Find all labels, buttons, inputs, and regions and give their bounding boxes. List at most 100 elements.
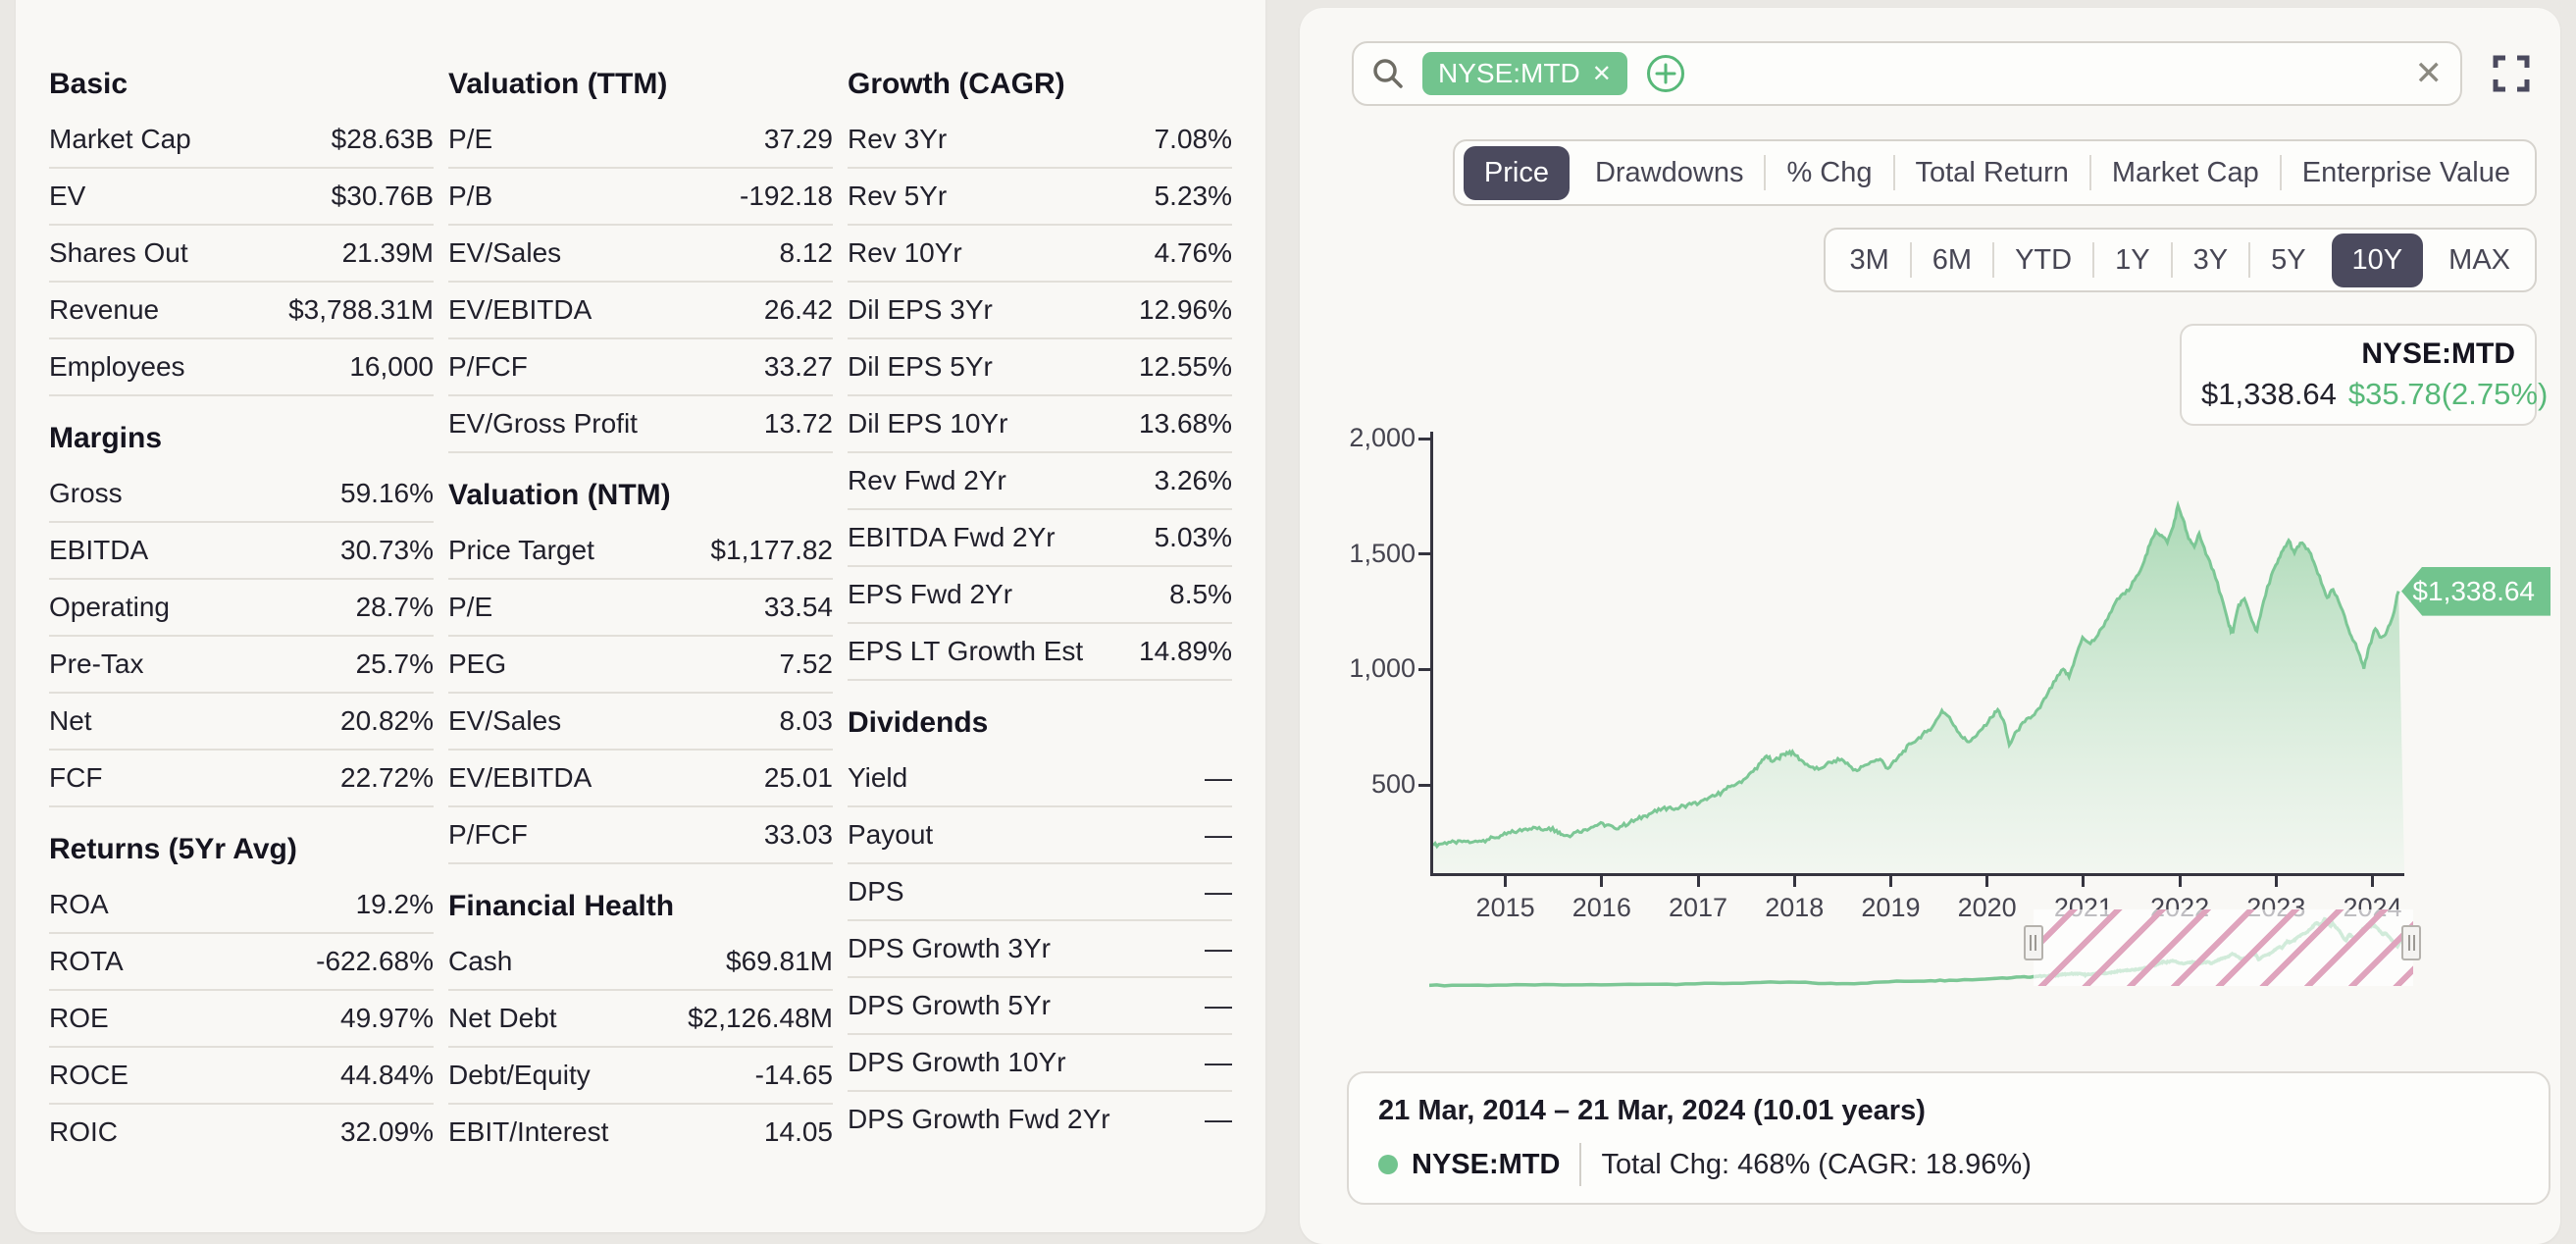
x-tick-label: 2020 bbox=[1957, 893, 2017, 922]
tab-enterprise-value[interactable]: Enterprise Value bbox=[2301, 156, 2510, 188]
divider bbox=[2170, 242, 2173, 278]
section-valuation-ttm: Valuation (TTM) P/E 37.29 P/B -192.18 EV/Sale… bbox=[448, 57, 833, 453]
series-symbol: NYSE:MTD bbox=[1412, 1148, 1561, 1180]
stat-row-roe: ROE 49.97% bbox=[49, 991, 434, 1048]
clear-search-icon[interactable]: ✕ bbox=[2414, 55, 2444, 92]
stat-label: DPS Growth 10Yr bbox=[848, 1047, 1066, 1077]
tab-chg[interactable]: % Chg bbox=[1786, 156, 1873, 188]
stat-value: 59.16% bbox=[340, 478, 434, 508]
tab-total-return[interactable]: Total Return bbox=[1915, 156, 2069, 188]
stat-label: ROE bbox=[49, 1003, 109, 1033]
stat-label: EV/Sales bbox=[448, 237, 562, 268]
stat-label: EBIT/Interest bbox=[448, 1116, 609, 1147]
stat-label: Payout bbox=[848, 819, 934, 850]
x-tick-mark bbox=[2274, 873, 2278, 887]
section-title: Valuation (NTM) bbox=[448, 479, 671, 511]
divider bbox=[1579, 1143, 1582, 1186]
stat-row-dps-growth-5yr: DPS Growth 5Yr — bbox=[848, 978, 1232, 1035]
stat-row-shares-out: Shares Out 21.39M bbox=[49, 226, 434, 283]
range-max[interactable]: MAX bbox=[2448, 243, 2510, 276]
stat-value: 25.01 bbox=[763, 762, 833, 793]
plot-area[interactable] bbox=[1430, 432, 2404, 876]
stat-row-peg: PEG 7.52 bbox=[448, 637, 833, 694]
x-tick-mark bbox=[2178, 873, 2182, 887]
stat-value: — bbox=[1205, 933, 1232, 963]
range-6m[interactable]: 6M bbox=[1932, 243, 1973, 276]
quote-box: NYSE:MTD $1,338.64 $35.78(2.75%) bbox=[2180, 324, 2548, 426]
stat-row-ebitda: EBITDA 30.73% bbox=[49, 523, 434, 580]
section-title: Margins bbox=[49, 422, 163, 454]
stat-label: P/FCF bbox=[448, 819, 528, 850]
tab-market-cap[interactable]: Market Cap bbox=[2111, 156, 2259, 188]
stat-value: 8.5% bbox=[1169, 579, 1232, 609]
stat-value: 12.96% bbox=[1139, 294, 1232, 325]
stat-value: 20.82% bbox=[340, 705, 434, 736]
stat-label: EV/EBITDA bbox=[448, 762, 592, 793]
stat-label: DPS bbox=[848, 876, 904, 907]
stat-value: 4.76% bbox=[1154, 237, 1232, 268]
range-1y[interactable]: 1Y bbox=[2115, 243, 2150, 276]
ticker-search-input[interactable]: NYSE:MTD ✕ ✕ bbox=[1352, 41, 2462, 106]
stat-row-fcf: FCF 22.72% bbox=[49, 751, 434, 807]
x-tick-mark bbox=[1696, 873, 1700, 887]
chart-summary-box: 21 Mar, 2014 – 21 Mar, 2024 (10.01 years… bbox=[1347, 1071, 2550, 1205]
stats-panel: Basic Market Cap $28.63B EV $30.76B Shares Ou… bbox=[16, 0, 1265, 1232]
stat-value: 3.26% bbox=[1154, 465, 1232, 495]
stat-label: DPS Growth 5Yr bbox=[848, 990, 1051, 1020]
range-3y[interactable]: 3Y bbox=[2192, 243, 2229, 276]
stat-label: Dil EPS 10Yr bbox=[848, 408, 1008, 439]
ticker-tag[interactable]: NYSE:MTD ✕ bbox=[1422, 52, 1627, 95]
divider bbox=[2248, 242, 2251, 278]
stat-value: — bbox=[1205, 1104, 1232, 1134]
remove-ticker-icon[interactable]: ✕ bbox=[1591, 60, 1612, 87]
price-chart[interactable]: 500 1,000 1,500 2,000 2015 2016 2017 2018 2019 2… bbox=[1300, 423, 2560, 934]
stat-row-ebitda-fwd-2yr: EBITDA Fwd 2Yr 5.03% bbox=[848, 510, 1232, 567]
x-tick-mark bbox=[2082, 873, 2086, 887]
y-tick-mark bbox=[1418, 437, 1431, 441]
section-title: Financial Health bbox=[448, 890, 675, 922]
x-tick-label: 2018 bbox=[1765, 893, 1825, 922]
stat-label: EPS LT Growth Est bbox=[848, 636, 1084, 666]
stat-value: 22.72% bbox=[340, 762, 434, 793]
stat-label: ROCE bbox=[49, 1060, 129, 1090]
time-range-tabs: 3M 6M YTD 1Y 3Y 5Y 10Y MAX bbox=[1823, 228, 2537, 292]
range-10y[interactable]: 10Y bbox=[2331, 233, 2424, 287]
stat-value: — bbox=[1205, 819, 1232, 850]
stat-value: 13.72 bbox=[763, 408, 833, 439]
stat-row-gross: Gross 59.16% bbox=[49, 466, 434, 523]
range-ytd[interactable]: YTD bbox=[2015, 243, 2073, 276]
stats-column-3: Growth (CAGR) Rev 3Yr 7.08% Rev 5Yr 5.23% Rev… bbox=[848, 57, 1232, 1174]
stat-label: DPS Growth 3Yr bbox=[848, 933, 1051, 963]
stat-row-ebit-interest: EBIT/Interest 14.05 bbox=[448, 1105, 833, 1160]
chart-panel: NYSE:MTD ✕ ✕ Price Drawdowns % Chg Total Re… bbox=[1300, 8, 2560, 1244]
navigator-handle-right[interactable] bbox=[2401, 925, 2421, 960]
stat-value: 16,000 bbox=[349, 351, 434, 382]
divider bbox=[2092, 242, 2095, 278]
range-3m[interactable]: 3M bbox=[1849, 243, 1889, 276]
stat-label: EV/Sales bbox=[448, 705, 562, 736]
stat-label: P/FCF bbox=[448, 351, 528, 382]
navigator-selection[interactable] bbox=[2033, 909, 2413, 986]
fullscreen-icon[interactable] bbox=[2493, 55, 2530, 92]
stat-label: Revenue bbox=[49, 294, 160, 325]
section-valuation-ntm: Valuation (NTM) Price Target $1,177.82 P/E 3… bbox=[448, 468, 833, 864]
chart-navigator[interactable] bbox=[1428, 909, 2421, 993]
range-5y[interactable]: 5Y bbox=[2271, 243, 2306, 276]
add-ticker-icon[interactable] bbox=[1645, 53, 1686, 94]
stat-value: 8.03 bbox=[779, 705, 834, 736]
tab-price[interactable]: Price bbox=[1463, 145, 1570, 200]
stat-row-ev-sales: EV/Sales 8.12 bbox=[448, 226, 833, 283]
navigator-handle-left[interactable] bbox=[2023, 925, 2043, 960]
stat-row-market-cap: Market Cap $28.63B bbox=[49, 112, 434, 169]
stat-label: Yield bbox=[848, 762, 908, 793]
section-basic: Basic Market Cap $28.63B EV $30.76B Shares Ou… bbox=[49, 57, 434, 396]
stat-row-ev-ebitda: EV/EBITDA 26.42 bbox=[448, 283, 833, 339]
stat-value: -622.68% bbox=[316, 946, 434, 976]
section-title: Dividends bbox=[848, 706, 989, 739]
stat-row-ev: EV $30.76B bbox=[49, 169, 434, 226]
stat-row-ev-ebitda: EV/EBITDA 25.01 bbox=[448, 751, 833, 807]
stat-value: 33.27 bbox=[763, 351, 833, 382]
tab-drawdowns[interactable]: Drawdowns bbox=[1594, 156, 1744, 188]
stat-label: Net bbox=[49, 705, 92, 736]
stat-value: — bbox=[1205, 876, 1232, 907]
